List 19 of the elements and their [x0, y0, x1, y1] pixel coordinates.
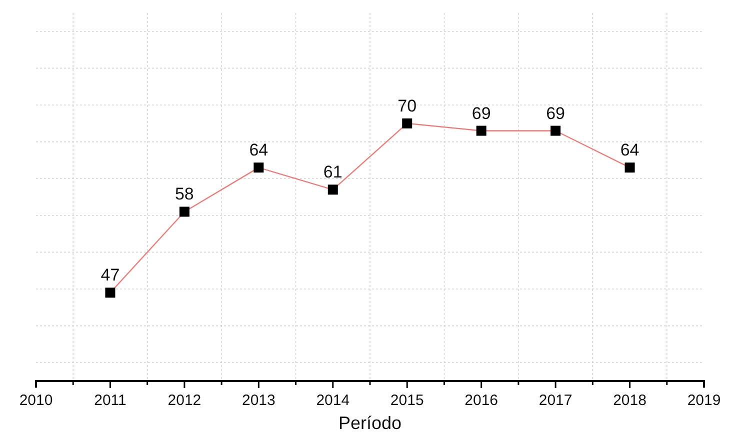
x-tick-label: 2015 [390, 392, 424, 409]
data-label: 58 [174, 184, 194, 204]
x-tick-label: 2016 [464, 392, 498, 409]
x-tick-label: 2017 [538, 392, 572, 409]
data-label: 69 [546, 104, 566, 123]
data-label: 64 [620, 140, 640, 160]
data-label: 69 [472, 104, 491, 123]
data-label: 70 [398, 96, 417, 116]
x-tick-label: 2018 [613, 392, 646, 409]
x-tick-label: 2012 [168, 392, 202, 409]
data-label: 47 [100, 266, 120, 285]
x-tick-label: 2010 [19, 392, 53, 409]
x-tick-label: 2014 [316, 392, 350, 409]
data-label: 64 [249, 140, 268, 160]
x-axis-title: Período [338, 413, 402, 433]
x-tick-label: 2019 [687, 392, 721, 409]
x-tick-label: 2011 [94, 392, 126, 409]
x-tick-label: 2013 [242, 392, 276, 409]
data-label: 61 [323, 162, 342, 182]
